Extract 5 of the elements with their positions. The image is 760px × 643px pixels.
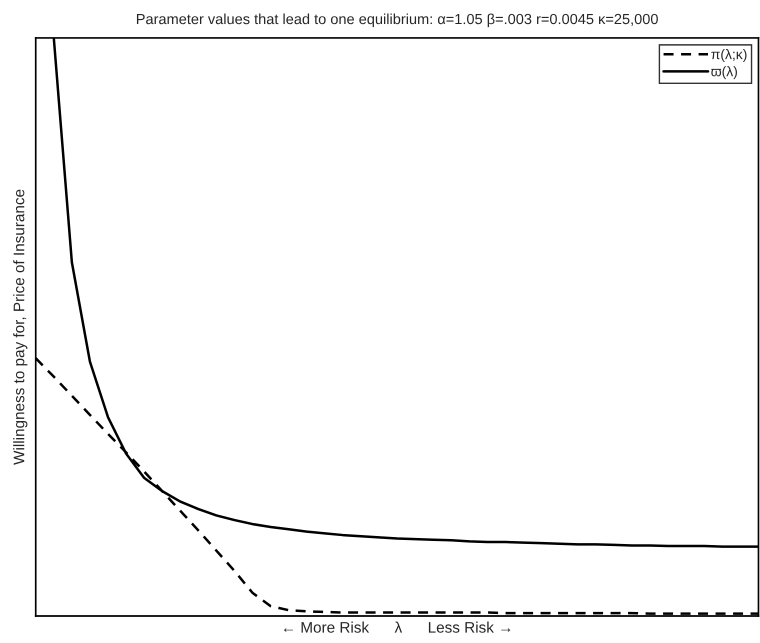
y-axis-title: Willingness to pay for, Price of Insurance [13, 190, 28, 465]
x-axis-title: ← More Risk λ Less Risk → [284, 622, 510, 633]
legend-label: ϖ(λ) [711, 66, 737, 80]
legend-label: π(λ;κ) [711, 49, 747, 62]
chart-title: Parameter values that lead to one equilibrium: α=1.05 β=.003 r=0.0045 κ=25,000 [136, 13, 658, 28]
